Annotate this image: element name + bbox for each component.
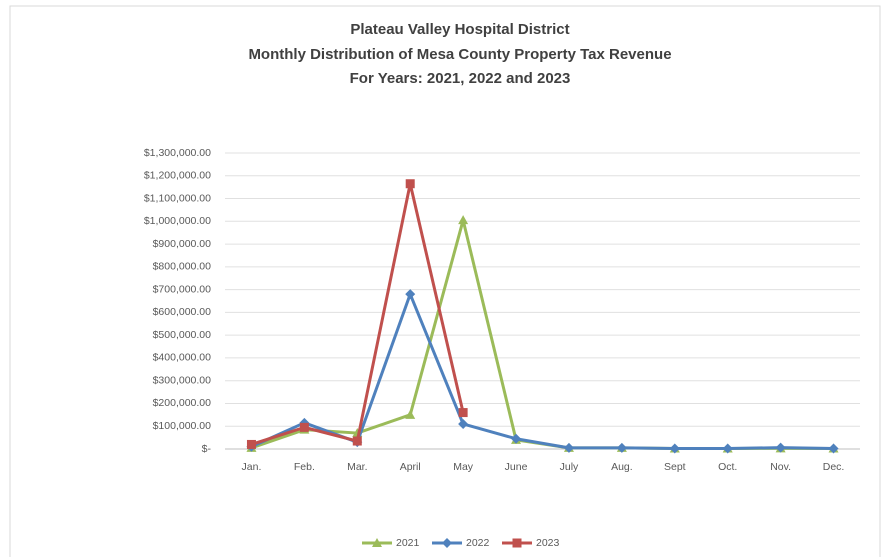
data-point (616, 442, 627, 453)
legend-marker (442, 538, 452, 548)
chart-title: Plateau Valley Hospital District (350, 21, 569, 38)
data-point (299, 422, 309, 432)
data-point (405, 409, 416, 419)
chart-border (9, 5, 881, 557)
data-point (458, 408, 468, 418)
x-tick-label: Sept (664, 461, 686, 473)
y-tick-label: $600,000.00 (153, 306, 212, 318)
x-tick-label: Nov. (770, 461, 791, 473)
data-point (722, 443, 733, 454)
x-tick-label: Oct. (718, 461, 737, 473)
series-line (250, 292, 834, 451)
data-point (775, 442, 786, 453)
data-point (405, 179, 415, 189)
x-tick-label: June (505, 461, 528, 473)
data-point (458, 418, 469, 429)
x-tick-label: July (560, 461, 579, 473)
y-tick-label: $500,000.00 (153, 329, 212, 341)
chart-title: Monthly Distribution of Mesa County Prop… (248, 46, 671, 63)
y-tick-label: $1,200,000.00 (144, 170, 211, 182)
legend-marker (512, 538, 522, 548)
data-point (458, 215, 469, 225)
series-line (250, 182, 465, 446)
legend-label: 2022 (466, 537, 490, 549)
data-point (563, 442, 574, 453)
data-point (352, 436, 362, 446)
y-tick-label: $900,000.00 (153, 238, 212, 250)
data-point (511, 433, 522, 444)
y-tick-label: $- (202, 443, 212, 455)
x-tick-label: April (400, 461, 421, 473)
data-point (405, 289, 416, 300)
x-tick-label: Mar. (347, 461, 367, 473)
y-tick-label: $100,000.00 (153, 420, 212, 432)
data-point (828, 443, 839, 454)
y-tick-label: $1,100,000.00 (144, 192, 211, 204)
legend-label: 2021 (396, 537, 420, 549)
y-tick-label: $1,000,000.00 (144, 215, 211, 227)
y-tick-label: $1,300,000.00 (144, 147, 211, 159)
x-tick-label: Jan. (242, 461, 262, 473)
x-tick-label: Aug. (611, 461, 633, 473)
y-tick-label: $700,000.00 (153, 283, 212, 295)
legend-label: 2023 (536, 537, 560, 549)
y-tick-label: $300,000.00 (153, 374, 212, 386)
chart-title: For Years: 2021, 2022 and 2023 (350, 70, 571, 87)
y-tick-label: $400,000.00 (153, 352, 212, 364)
y-tick-label: $200,000.00 (153, 397, 212, 409)
data-point (246, 439, 256, 449)
data-point (669, 443, 680, 454)
x-tick-label: Feb. (294, 461, 315, 473)
legend-marker (372, 538, 382, 547)
x-tick-label: Dec. (823, 461, 845, 473)
x-tick-label: May (453, 461, 474, 473)
y-tick-label: $800,000.00 (153, 261, 212, 273)
series-line (250, 218, 834, 451)
